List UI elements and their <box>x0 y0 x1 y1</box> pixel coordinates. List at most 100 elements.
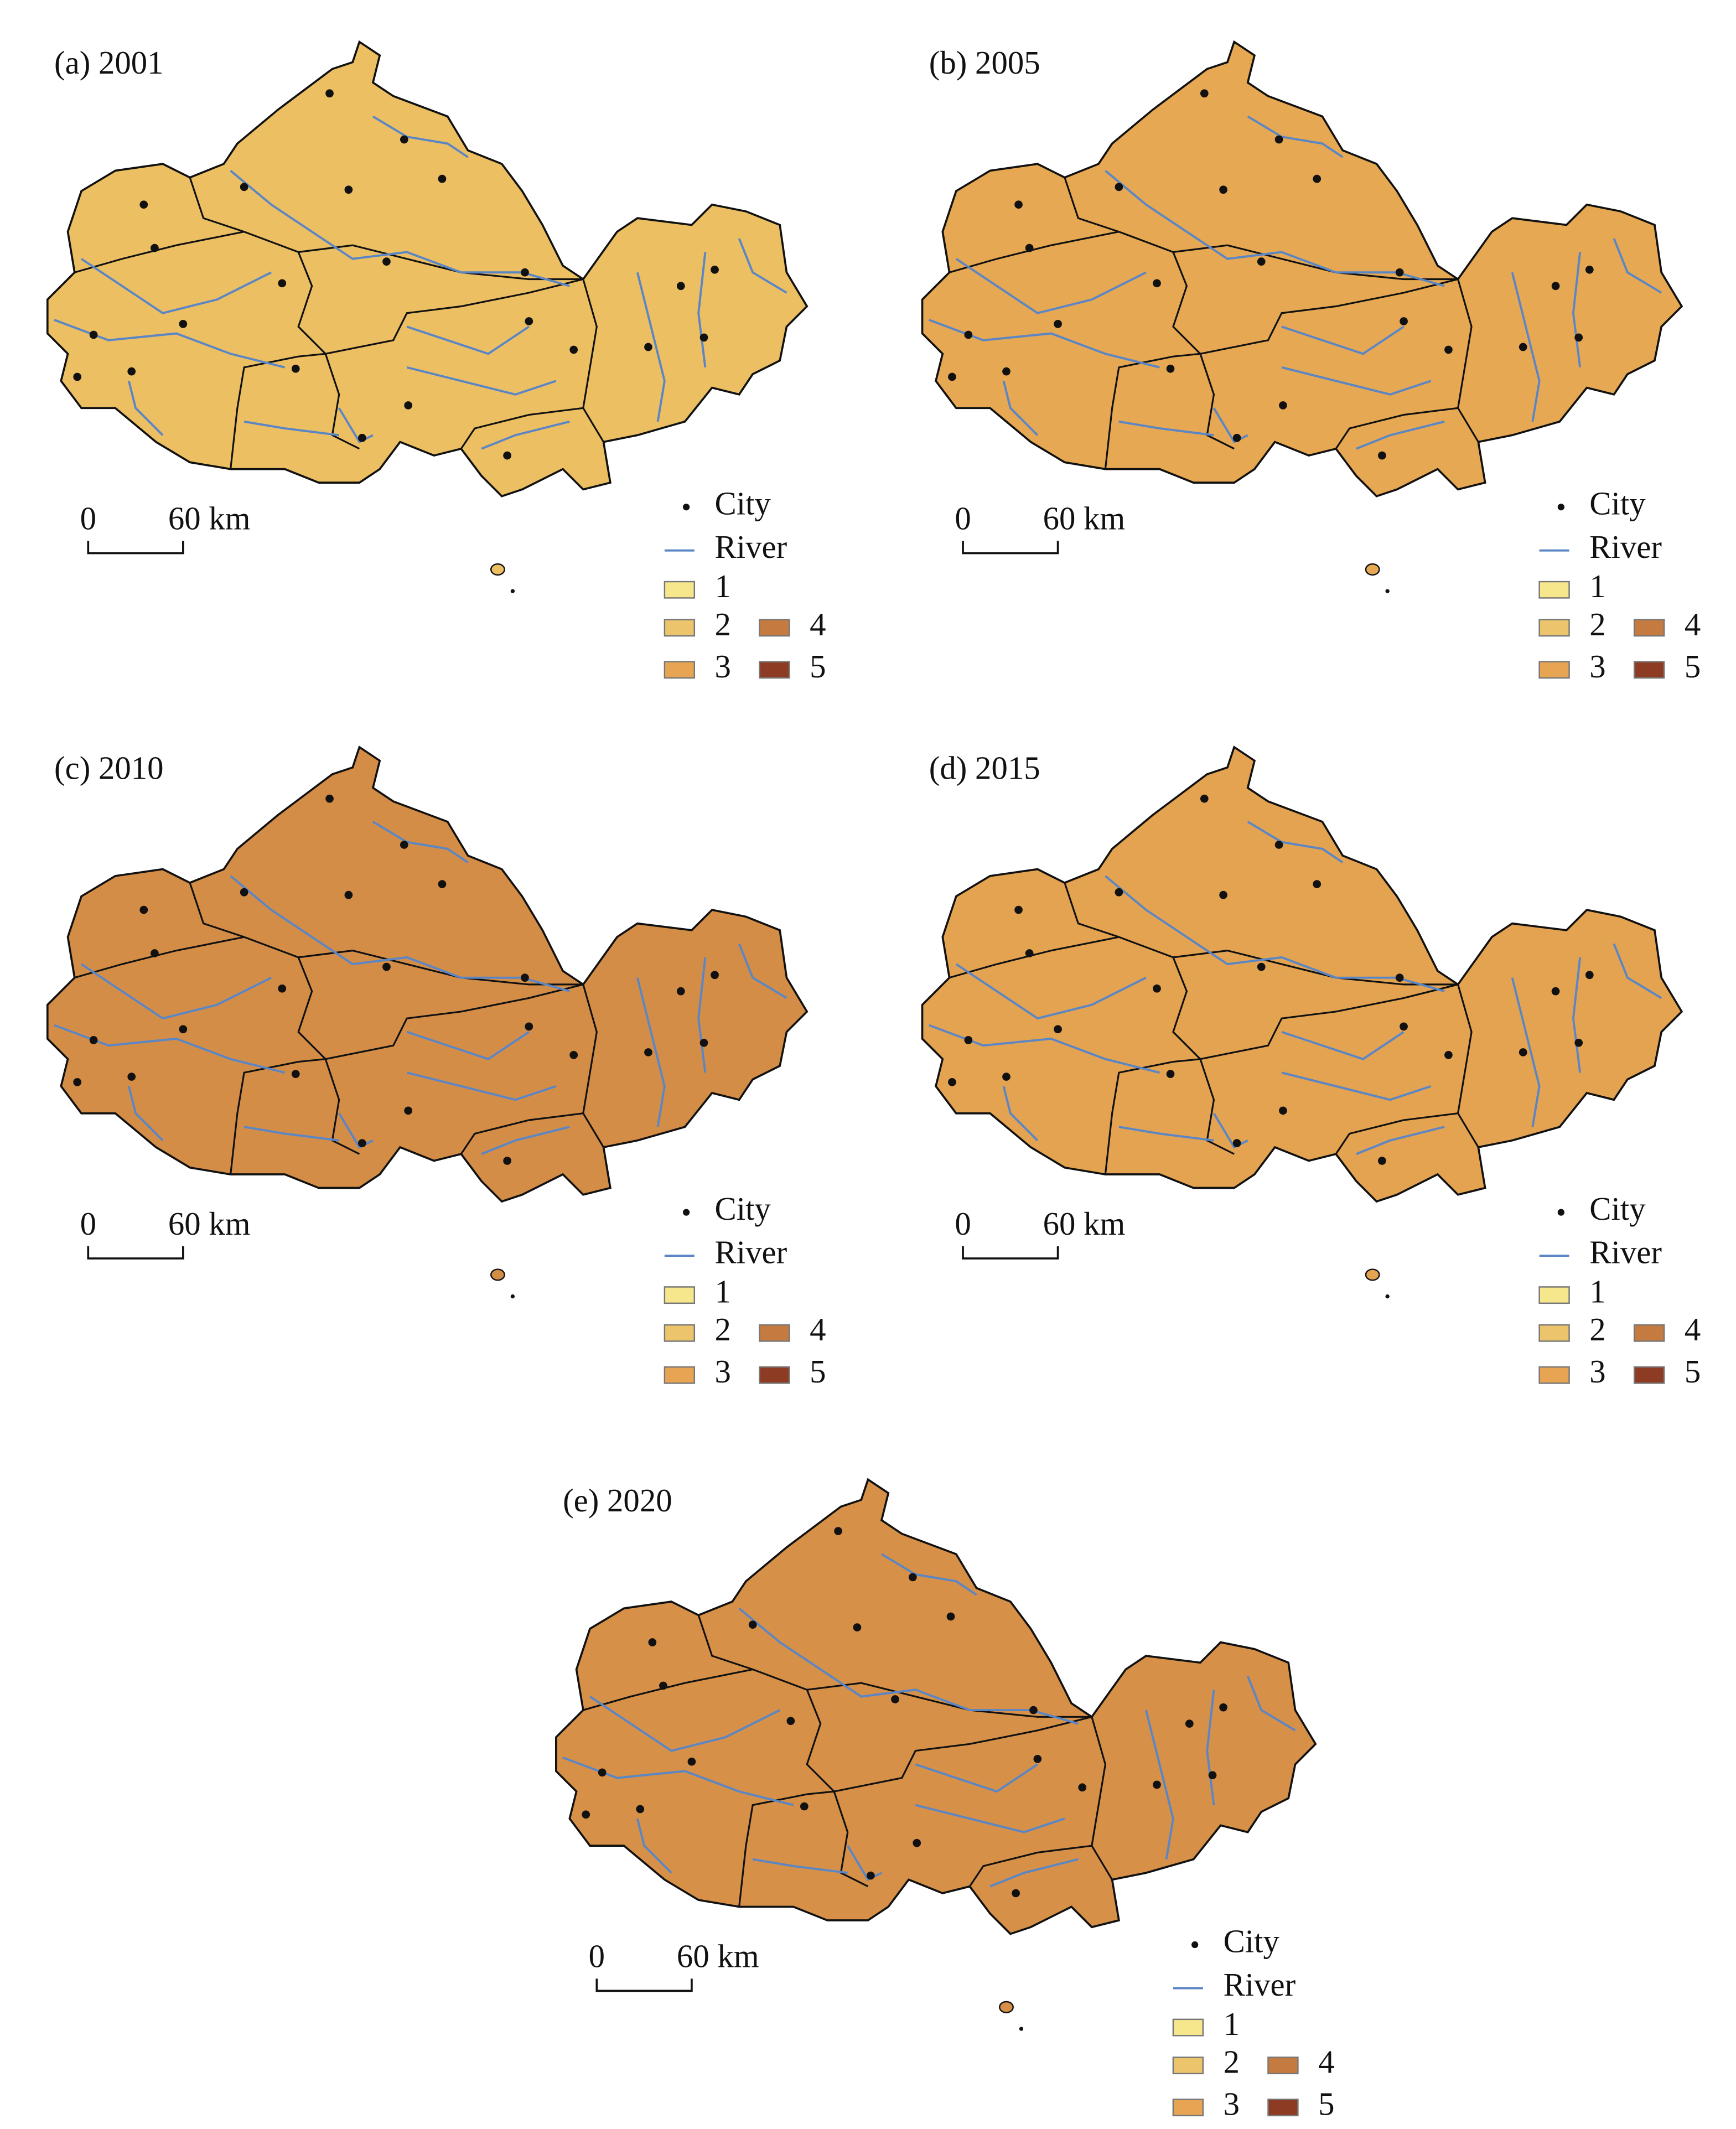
legend-label: 4 <box>1685 1312 1701 1348</box>
city <box>1153 1780 1161 1789</box>
panel-title: (d) 2015 <box>929 750 1040 786</box>
city <box>404 1106 413 1115</box>
island <box>490 1268 505 1281</box>
legend-swatch <box>1633 1324 1665 1342</box>
admin-boundary <box>74 231 245 273</box>
city <box>1585 265 1594 274</box>
river <box>127 380 164 436</box>
legend-label: 5 <box>810 649 826 685</box>
city <box>1153 984 1161 993</box>
city <box>948 1078 956 1086</box>
admin-boundary <box>1335 407 1458 449</box>
city <box>240 183 248 191</box>
river <box>230 875 570 993</box>
scale-start: 0 <box>955 1206 971 1242</box>
city <box>1400 317 1408 325</box>
river <box>847 1845 882 1881</box>
legend-river: River <box>1224 1967 1296 2003</box>
islet <box>510 589 515 593</box>
city <box>1232 433 1241 442</box>
admin-boundary <box>1064 177 1235 450</box>
city <box>1274 841 1283 849</box>
city <box>127 1073 136 1081</box>
river <box>915 1804 1065 1833</box>
legend-swatch <box>1538 1324 1570 1342</box>
panel-title: (c) 2010 <box>54 750 164 786</box>
river <box>1246 1676 1296 1732</box>
city <box>1279 401 1287 410</box>
islet <box>1385 1294 1390 1299</box>
river <box>1572 957 1582 1073</box>
river <box>989 1858 1079 1888</box>
legend-swatch <box>664 1324 696 1342</box>
river <box>1511 977 1541 1127</box>
city <box>278 984 287 993</box>
legend-label: 1 <box>715 568 731 604</box>
legend-swatch <box>1538 619 1570 637</box>
city <box>400 841 408 849</box>
river <box>1118 1126 1214 1142</box>
legend-label: 1 <box>1589 1274 1605 1310</box>
legend-river: River <box>715 529 787 565</box>
river <box>1281 1030 1405 1060</box>
region-map <box>921 40 1683 498</box>
admin-boundary <box>74 936 245 979</box>
admin-boundary <box>230 1058 326 1175</box>
city <box>1033 1754 1042 1763</box>
city <box>948 372 956 381</box>
river <box>230 169 570 287</box>
legend-city-symbol <box>1557 1209 1564 1216</box>
city <box>127 367 136 376</box>
city <box>1519 1048 1527 1056</box>
city <box>291 364 300 373</box>
city <box>1078 1783 1087 1792</box>
legend-river: River <box>1589 1235 1662 1271</box>
legend-label: 5 <box>810 1354 826 1390</box>
legend-label: 1 <box>715 1274 731 1310</box>
legend-swatch <box>1633 661 1665 679</box>
scale-end: 60 km <box>1043 501 1126 537</box>
admin-boundary <box>298 244 583 281</box>
city <box>1574 1038 1583 1047</box>
city <box>404 401 413 410</box>
city <box>1025 244 1034 252</box>
city <box>89 1036 98 1044</box>
river <box>243 420 339 437</box>
river <box>697 957 707 1073</box>
admin-boundary <box>582 984 604 1148</box>
panel-title: (e) 2020 <box>563 1483 672 1519</box>
river <box>1206 1690 1215 1805</box>
admin-boundary <box>1200 983 1458 1060</box>
river <box>80 963 272 1020</box>
admin-boundary <box>460 1112 584 1155</box>
city <box>569 345 578 354</box>
river <box>636 1818 672 1874</box>
admin-boundary <box>1457 984 1479 1148</box>
river <box>1613 238 1662 294</box>
panel-title: (a) 2001 <box>54 45 164 81</box>
legend-swatch <box>664 619 696 637</box>
admin-boundary <box>738 1790 835 1907</box>
scale-end: 60 km <box>677 1939 759 1975</box>
city <box>344 185 353 194</box>
city <box>711 971 719 980</box>
city <box>325 89 334 98</box>
city <box>1219 185 1227 194</box>
island <box>1365 1268 1380 1281</box>
scale-end: 60 km <box>168 1206 251 1242</box>
city <box>73 372 82 381</box>
admin-boundary <box>1457 279 1479 443</box>
city <box>659 1681 667 1690</box>
city <box>1014 905 1023 914</box>
legend-label: 1 <box>1224 2006 1240 2042</box>
islet <box>510 1294 515 1299</box>
river <box>406 366 557 396</box>
legend-label: 2 <box>715 1312 731 1348</box>
city <box>1400 1022 1408 1031</box>
legend-swatch <box>1538 661 1570 679</box>
city <box>151 949 159 957</box>
legend-swatch <box>1172 2099 1204 2117</box>
legend-swatch <box>664 581 696 599</box>
